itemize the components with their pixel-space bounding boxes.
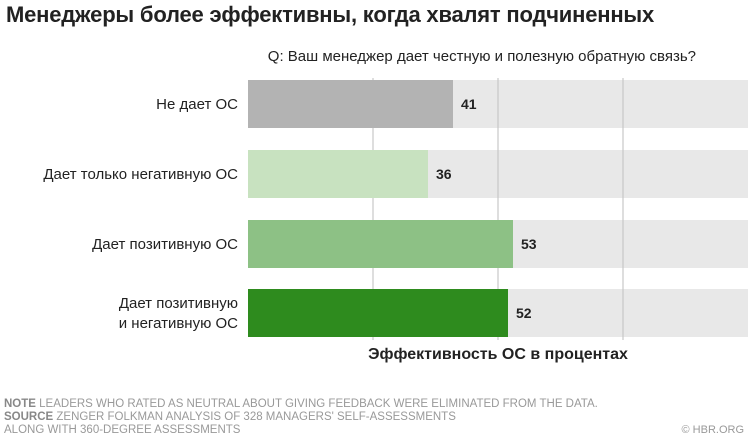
category-label: Не дает ОС: [156, 96, 238, 113]
x-axis-label: Эффективность ОС в процентах: [368, 346, 628, 363]
source-text-1: ZENGER FOLKMAN ANALYSIS OF 328 MANAGERS'…: [56, 411, 456, 423]
category-label: Дает позитивную и негативную ОС: [119, 295, 238, 332]
source-key: SOURCE: [4, 411, 54, 423]
note-line: NOTE LEADERS WHO RATED AS NEUTRAL ABOUT …: [4, 398, 598, 411]
bar: [248, 220, 513, 268]
note-key: NOTE: [4, 398, 36, 410]
chart-question: Q: Ваш менеджер дает честную и полезную …: [267, 48, 696, 65]
category-label: Дает только негативную ОС: [43, 166, 238, 183]
bar-value-label: 36: [436, 166, 452, 182]
bar-value-label: 41: [461, 96, 477, 112]
note-text: LEADERS WHO RATED AS NEUTRAL ABOUT GIVIN…: [39, 398, 598, 410]
bar-value-label: 53: [521, 236, 537, 252]
source-line: SOURCE ZENGER FOLKMAN ANALYSIS OF 328 MA…: [4, 411, 598, 424]
category-label: Дает позитивную ОС: [92, 236, 238, 253]
chart-notes: NOTE LEADERS WHO RATED AS NEUTRAL ABOUT …: [4, 398, 598, 437]
bar: [248, 80, 453, 128]
bar-value-label: 52: [516, 305, 532, 321]
chart-title: Менеджеры более эффективны, когда хвалят…: [6, 2, 655, 27]
source-line-2: ALONG WITH 360-DEGREE ASSESSMENTS: [4, 424, 241, 436]
bar: [248, 289, 508, 337]
hbr-credit: © HBR.ORG: [681, 424, 745, 436]
bar: [248, 150, 428, 198]
